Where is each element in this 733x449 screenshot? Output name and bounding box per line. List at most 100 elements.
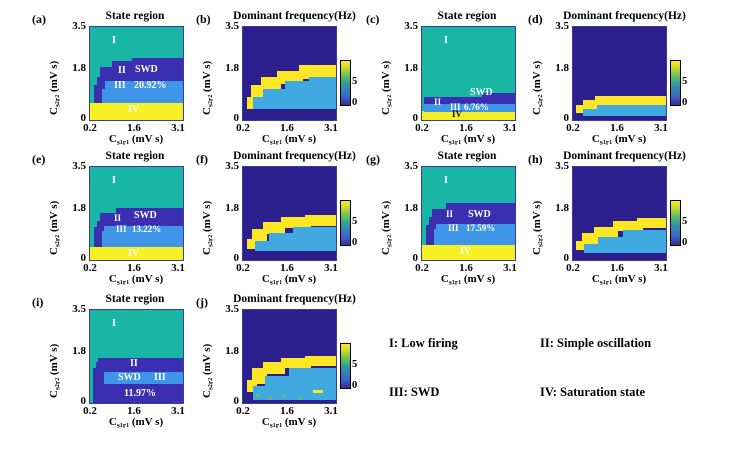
panel-f-colorbar[interactable] <box>340 200 351 246</box>
freq-band-mid-f3 <box>293 227 336 235</box>
ylabel-sub-2b: 2 <box>537 234 544 238</box>
ylabel-sub-r: r <box>384 237 394 242</box>
panel-c-title: State region <box>437 10 497 22</box>
swd-percent-i: 11.97% <box>124 388 156 399</box>
panel-d-ylabel: Cs2r2 (mV s) <box>531 61 545 115</box>
panel-i-ytick-0: 3.5 <box>72 303 86 315</box>
ylabel-sub-r: r <box>384 97 394 102</box>
xlabel-sub-s: s <box>116 420 120 430</box>
region-II-a-edge-low <box>94 85 102 103</box>
panel-e-xtick-2: 3.1 <box>171 262 185 274</box>
freq-speckle-j2 <box>269 396 272 399</box>
panel-i-ytick-1: 1.8 <box>72 345 86 357</box>
swd-percent-c: 6.76% <box>464 102 489 112</box>
panel-f-xtick-2: 3.1 <box>324 262 338 274</box>
region-III-g <box>430 223 515 245</box>
xlabel-base: C <box>591 273 600 285</box>
ylabel-sub-2b: 2 <box>537 94 544 98</box>
xlabel-base: C <box>261 416 270 428</box>
ylabel-sub-r: r <box>205 237 215 242</box>
panel-d-plot-area[interactable] <box>572 26 667 121</box>
xlabel-units: (mV s) <box>284 416 317 428</box>
xlabel-sub-s: s <box>599 137 603 147</box>
panel-j-xlabel: Cs1r1 (mV s) <box>239 416 339 430</box>
ylabel-base: C <box>48 390 60 398</box>
freq-band-high-b5 <box>299 65 336 79</box>
panel-e-plot-area[interactable]: I II III IV SWD 13.22% <box>89 166 184 261</box>
panel-c-plot-area[interactable]: I II III IV SWD 6.76% <box>421 26 516 121</box>
freq-band-mid-d <box>583 109 666 116</box>
panel-c-letter: (c) <box>366 12 380 26</box>
panel-d-title: Dominant frequency(Hz) <box>563 10 686 22</box>
ylabel-sub-r: r <box>205 380 215 385</box>
panel-b-xtick-1: 1.6 <box>280 122 294 134</box>
panel-h-plot-area[interactable] <box>572 166 667 261</box>
panel-j-plot-area[interactable] <box>242 309 337 404</box>
freq-band-high-b3 <box>261 77 281 91</box>
freq-band-mid-b2 <box>263 89 336 99</box>
xlabel-sub-1b: 1 <box>279 279 283 286</box>
freq-band-mid-f2 <box>269 233 336 243</box>
panel-f-plot-area[interactable] <box>242 166 337 261</box>
panel-j-colorbar[interactable] <box>340 343 351 389</box>
freq-band-high-f5 <box>305 215 336 226</box>
xlabel-sub-1: 1 <box>602 279 606 286</box>
panel-f-cbtick-0: 5 <box>352 216 358 227</box>
xlabel-sub-1: 1 <box>451 139 455 146</box>
ylabel-sub-2: 2 <box>54 241 61 245</box>
ylabel-sub-2b: 2 <box>54 234 61 238</box>
xlabel-base: C <box>261 133 270 145</box>
panel-d-xtick-2: 3.1 <box>654 122 668 134</box>
panel-b-plot-area[interactable] <box>242 26 337 121</box>
region-IV-a <box>90 103 183 120</box>
xlabel-sub-s: s <box>269 420 273 430</box>
region-II-a-step2 <box>132 58 183 64</box>
swd-percent-e: 13.22% <box>132 224 162 234</box>
panel-b-colorbar[interactable] <box>340 60 351 106</box>
freq-band-high-j4 <box>281 358 311 368</box>
xlabel-sub-1b: 1 <box>279 422 283 429</box>
panel-j-letter: (j) <box>196 295 208 309</box>
panel-g-plot-area[interactable]: I II III IV SWD 17.59% <box>421 166 516 261</box>
xlabel-sub-r: r <box>454 277 459 287</box>
panel-a-ytick-1: 1.8 <box>72 62 86 74</box>
panel-a-xtick-2: 3.1 <box>171 122 185 134</box>
panel-f-ytick-2: 0 <box>233 252 240 264</box>
region-IV-e <box>90 247 183 260</box>
freq-band-high-h4 <box>613 221 643 231</box>
ylabel-sub-r: r <box>52 380 62 385</box>
panel-a-plot-area[interactable]: I II III IV SWD 20.92% <box>89 26 184 121</box>
ylabel-sub-2: 2 <box>386 101 393 105</box>
freq-band-high-f3 <box>263 222 285 234</box>
region-label-I-i: I <box>112 318 116 329</box>
panel-i-plot-area[interactable]: I II III SWD 11.97% <box>89 309 184 404</box>
ylabel-units: (mV s) <box>380 200 392 233</box>
xlabel-sub-1: 1 <box>272 279 276 286</box>
panel-a-xtick-0: 0.2 <box>83 122 97 134</box>
panel-j-ytick-2: 0 <box>233 395 240 407</box>
panel-b-xtick-2: 3.1 <box>324 122 338 134</box>
region-II-c-step <box>482 93 515 99</box>
xlabel-sub-1b: 1 <box>126 422 130 429</box>
ylabel-base: C <box>201 107 213 115</box>
xlabel-sub-r: r <box>605 277 610 287</box>
panel-d-cbtick-1: 0 <box>682 97 688 108</box>
xlabel-sub-s: s <box>269 277 273 287</box>
region-label-III-c: III <box>450 102 461 112</box>
panel-d-colorbar[interactable] <box>670 60 681 106</box>
panel-f-ytick-0: 3.5 <box>225 160 239 172</box>
ylabel-sub-s: s <box>52 244 62 248</box>
xlabel-base: C <box>108 416 117 428</box>
region-II-a-step1 <box>112 61 183 69</box>
panel-b-ylabel: Cs2r2 (mV s) <box>201 61 215 115</box>
xlabel-units: (mV s) <box>463 273 496 285</box>
region-II-i-edge <box>93 368 101 403</box>
region-II-e-step1 <box>116 208 183 215</box>
panel-h-ylabel: Cs2r2 (mV s) <box>531 201 545 255</box>
panel-f-ylabel: Cs2r2 (mV s) <box>201 201 215 255</box>
swd-label-g: SWD <box>468 209 491 220</box>
ylabel-sub-s: s <box>205 387 215 391</box>
panel-h-colorbar[interactable] <box>670 200 681 246</box>
xlabel-sub-r: r <box>122 137 127 147</box>
freq-speckle-j1 <box>257 394 260 397</box>
